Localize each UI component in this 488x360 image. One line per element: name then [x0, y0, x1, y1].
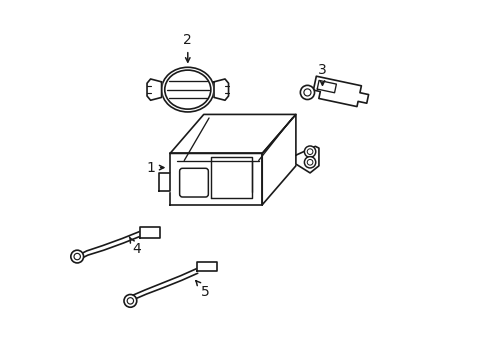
Circle shape: [306, 159, 312, 165]
Polygon shape: [140, 227, 160, 238]
Text: 4: 4: [129, 237, 141, 256]
Ellipse shape: [164, 70, 210, 109]
Polygon shape: [262, 114, 295, 205]
Text: 3: 3: [318, 63, 326, 85]
Circle shape: [303, 89, 310, 96]
Polygon shape: [295, 146, 318, 173]
Circle shape: [127, 298, 133, 304]
Circle shape: [304, 157, 315, 168]
Text: 2: 2: [183, 33, 192, 62]
Polygon shape: [159, 173, 170, 191]
Circle shape: [74, 253, 80, 260]
Text: 1: 1: [146, 161, 163, 175]
Polygon shape: [210, 157, 251, 198]
Polygon shape: [170, 114, 295, 153]
Circle shape: [300, 85, 314, 99]
Polygon shape: [147, 79, 161, 100]
Circle shape: [124, 294, 137, 307]
Polygon shape: [214, 79, 228, 100]
Circle shape: [304, 146, 315, 157]
Polygon shape: [317, 80, 336, 93]
Polygon shape: [313, 76, 368, 107]
Polygon shape: [196, 261, 217, 271]
Text: 5: 5: [196, 281, 209, 299]
FancyBboxPatch shape: [179, 168, 208, 197]
Circle shape: [71, 250, 83, 263]
Circle shape: [306, 149, 312, 154]
Polygon shape: [170, 153, 262, 205]
